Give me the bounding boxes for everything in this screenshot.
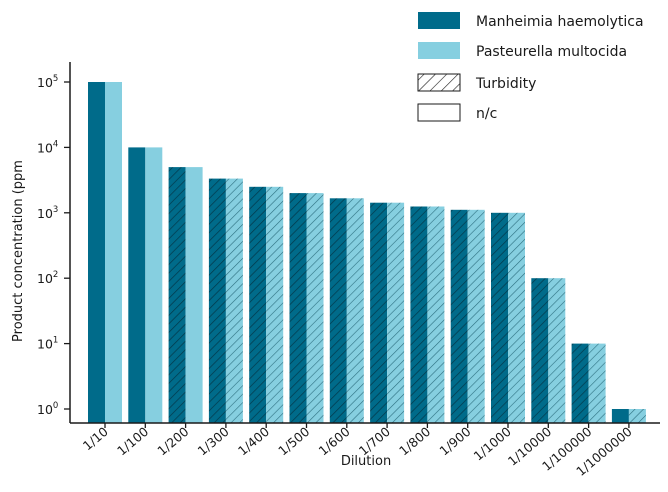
- bar-manheimia-12: [571, 343, 589, 423]
- bar-pasteurella-7: [387, 202, 405, 423]
- bar-pasteurella-3: [225, 178, 243, 423]
- axes-group: [69, 62, 660, 424]
- bar-manheimia-13: [611, 409, 629, 423]
- bar-pasteurella-13: [628, 409, 646, 423]
- y-axis-title: Product concentration (ppm: [11, 160, 26, 342]
- bar-pasteurella-0: [105, 82, 122, 423]
- x-tick-label: 1/100: [114, 424, 151, 459]
- legend-label-pasteurella: Pasteurella multocida: [476, 44, 627, 60]
- legend-label-turbidity: Turbidity: [475, 76, 536, 92]
- y-tick-label: 100: [37, 401, 58, 417]
- y-tick-label: 101: [37, 336, 58, 352]
- bar-pasteurella-11: [548, 278, 566, 423]
- bar-pasteurella-12: [588, 343, 606, 423]
- bar-pasteurella-4: [266, 186, 284, 423]
- bar-manheimia-5: [289, 193, 307, 423]
- bar-pasteurella-9: [467, 209, 485, 423]
- x-tick-label: 1/400: [235, 424, 272, 459]
- y-tick-label: 105: [37, 74, 58, 90]
- x-tick-label: 1/300: [195, 424, 232, 459]
- legend: Manheimia haemolytica Pasteurella multoc…: [417, 12, 644, 122]
- bar-manheimia-10: [491, 212, 508, 423]
- legend-label-manheimia: Manheimia haemolytica: [476, 14, 644, 30]
- legend-swatch-nc: [417, 103, 461, 122]
- bar-manheimia-0: [88, 82, 105, 423]
- bar-manheimia-1: [128, 147, 146, 423]
- bar-pasteurella-1: [145, 147, 163, 423]
- x-tick-label: 1/200: [154, 424, 191, 459]
- y-tick-label: 102: [37, 270, 58, 286]
- x-ticks-group: 1/10 1/100 1/200 1/300 1/400 1/500 1/600 1/700 1…: [80, 423, 635, 479]
- y-tick-label: 104: [37, 139, 58, 155]
- y-ticks-group: 100 101 102 103 104 105: [37, 74, 70, 417]
- bar-manheimia-11: [531, 278, 549, 423]
- x-tick-label: 1/800: [396, 424, 433, 459]
- bar-manheimia-2: [168, 167, 186, 423]
- x-tick-label: 1/10: [80, 424, 111, 454]
- legend-swatch-turbidity: [417, 73, 461, 92]
- y-tick-label: 103: [37, 205, 58, 221]
- bars-group: [88, 82, 646, 423]
- bar-manheimia-3: [208, 178, 226, 423]
- bar-pasteurella-2: [185, 167, 203, 423]
- x-tick-label: 1/500: [275, 424, 312, 459]
- bar-pasteurella-5: [306, 193, 324, 423]
- bar-manheimia-6: [329, 198, 347, 423]
- bar-pasteurella-6: [346, 198, 364, 423]
- legend-label-nc: n/c: [476, 106, 497, 122]
- legend-swatch-manheimia: [418, 12, 460, 29]
- bar-manheimia-4: [249, 186, 267, 423]
- bar-manheimia-9: [450, 209, 468, 423]
- bar-pasteurella-8: [427, 206, 445, 423]
- bar-manheimia-7: [370, 202, 388, 423]
- legend-swatch-pasteurella: [418, 42, 460, 59]
- bar-pasteurella-10: [508, 212, 525, 423]
- bar-manheimia-8: [410, 206, 428, 423]
- x-tick-label: 1/900: [436, 424, 473, 459]
- x-axis-title: Dilution: [341, 454, 391, 469]
